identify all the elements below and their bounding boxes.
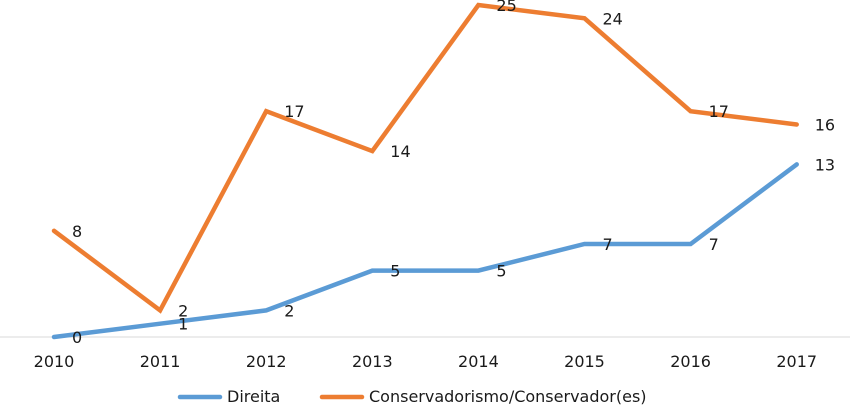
x-tick-label-2010: 2010 <box>34 352 75 371</box>
data-label-conservadorismo-2014: 25 <box>496 0 516 15</box>
data-label-direita-2014: 5 <box>496 262 506 281</box>
data-label-conservadorismo-2012: 17 <box>284 102 304 121</box>
data-label-conservadorismo-2017: 16 <box>815 116 835 135</box>
data-label-direita-2012: 2 <box>284 301 294 320</box>
x-tick-label-2016: 2016 <box>670 352 711 371</box>
series-line-direita <box>51 162 799 340</box>
x-axis-tick-labels: 2010 2011 2012 2013 2014 2015 2016 2017 <box>34 352 817 371</box>
data-label-direita-2013: 5 <box>390 262 400 281</box>
data-label-conservadorismo-2015: 24 <box>603 9 623 28</box>
series-line-conservadorismo <box>51 2 799 314</box>
data-label-direita-2017: 13 <box>815 155 835 174</box>
x-tick-label-2013: 2013 <box>352 352 393 371</box>
data-label-conservadorismo-2010: 8 <box>72 222 82 241</box>
x-tick-label-2017: 2017 <box>776 352 817 371</box>
data-label-direita-2015: 7 <box>603 235 613 254</box>
data-label-direita-2010: 0 <box>72 328 82 347</box>
x-tick-label-2015: 2015 <box>564 352 605 371</box>
data-label-direita-2016: 7 <box>709 235 719 254</box>
data-label-conservadorismo-2011: 2 <box>178 301 188 320</box>
legend: Direita Conservadorismo/Conservador(es) <box>177 387 647 406</box>
data-label-conservadorismo-2016: 17 <box>709 102 729 121</box>
legend-label-conservadorismo: Conservadorismo/Conservador(es) <box>369 387 647 406</box>
data-label-conservadorismo-2013: 14 <box>390 142 410 161</box>
legend-label-direita: Direita <box>227 387 280 406</box>
series-lines <box>51 2 799 340</box>
x-tick-label-2014: 2014 <box>458 352 499 371</box>
x-tick-label-2011: 2011 <box>140 352 181 371</box>
x-tick-label-2012: 2012 <box>246 352 287 371</box>
data-label-direita-2011: 1 <box>178 315 188 334</box>
